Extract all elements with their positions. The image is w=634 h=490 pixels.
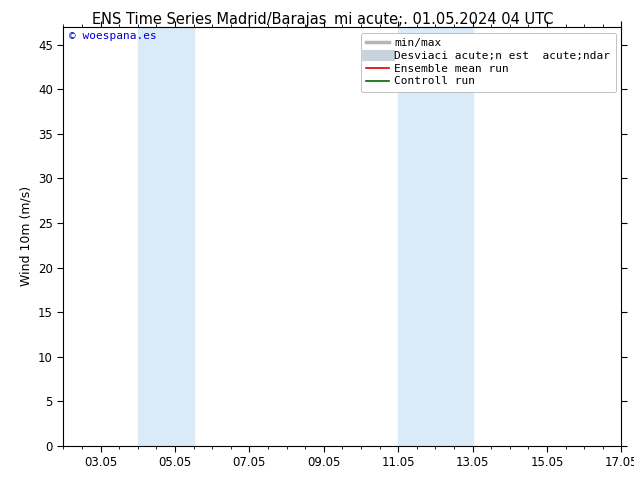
Y-axis label: Wind 10m (m/s): Wind 10m (m/s) (20, 186, 32, 287)
Bar (138, 27, 193, 446)
Legend: min/max, Desviaci acute;n est  acute;ndar, Ensemble mean run, Controll run: min/max, Desviaci acute;n est acute;ndar… (361, 32, 616, 92)
Text: © woespana.es: © woespana.es (69, 31, 157, 41)
Text: mi acute;. 01.05.2024 04 UTC: mi acute;. 01.05.2024 04 UTC (334, 12, 553, 27)
Text: ENS Time Series Madrid/Barajas: ENS Time Series Madrid/Barajas (92, 12, 327, 27)
Bar (398, 27, 472, 446)
